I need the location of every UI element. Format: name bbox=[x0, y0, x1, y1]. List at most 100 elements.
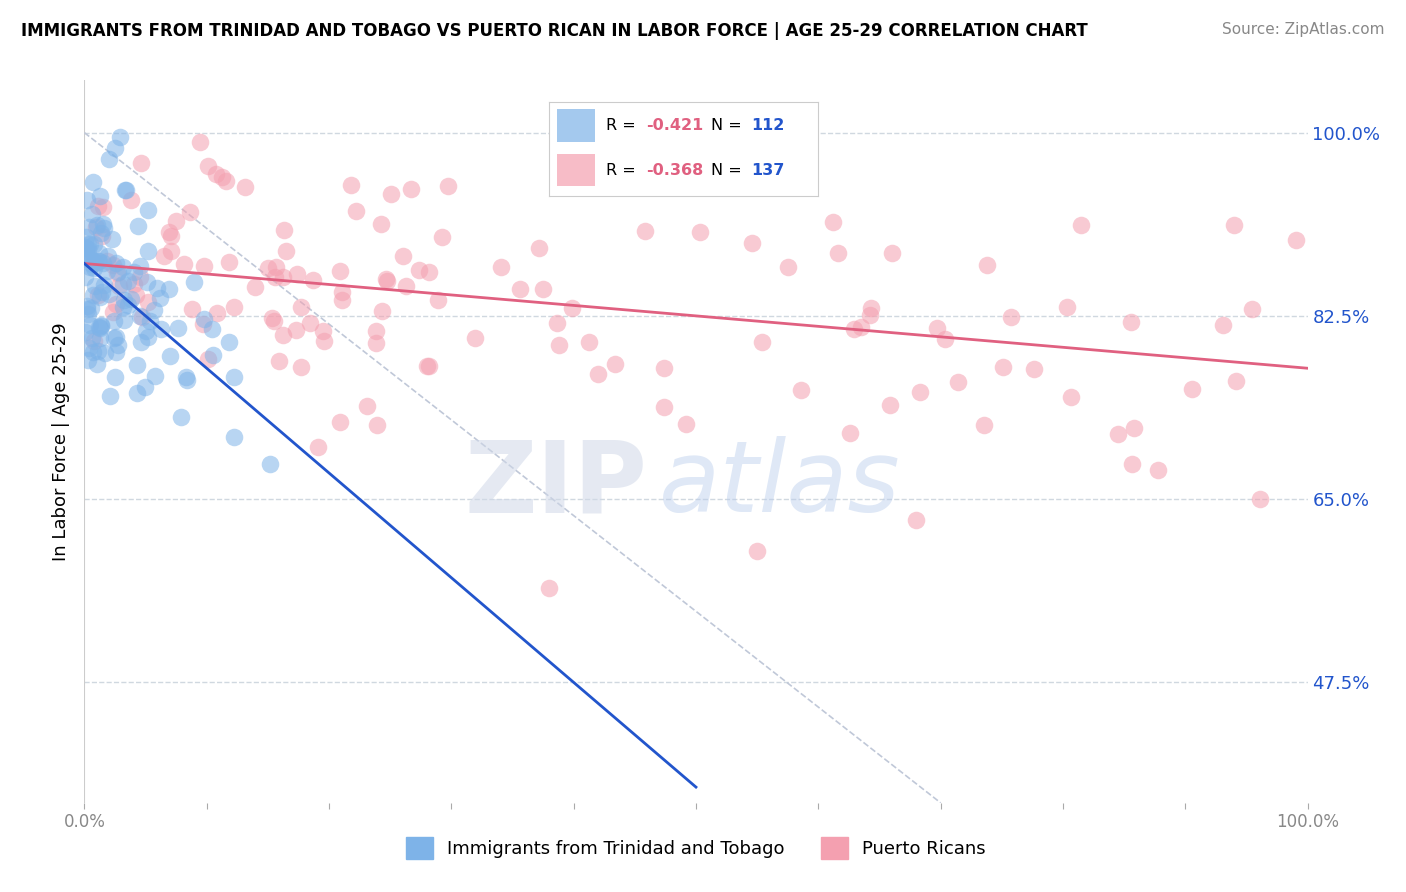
Point bbox=[860, 301, 883, 316]
Point bbox=[689, 225, 711, 239]
Point bbox=[548, 338, 571, 352]
Point bbox=[302, 273, 325, 287]
Point bbox=[129, 259, 152, 273]
Point bbox=[1121, 457, 1143, 471]
Point bbox=[224, 300, 246, 314]
Point bbox=[111, 301, 134, 315]
Point bbox=[129, 335, 152, 350]
Point bbox=[778, 260, 800, 274]
Point bbox=[654, 360, 676, 375]
Point bbox=[269, 353, 291, 368]
Point bbox=[91, 200, 114, 214]
Point bbox=[73, 326, 96, 340]
Point bbox=[89, 289, 111, 303]
Point bbox=[418, 359, 440, 373]
Point bbox=[366, 336, 388, 351]
Point bbox=[82, 175, 104, 189]
Point bbox=[464, 331, 486, 345]
Point bbox=[86, 218, 108, 232]
Point bbox=[80, 207, 103, 221]
Point bbox=[366, 324, 388, 338]
Point bbox=[94, 346, 117, 360]
Point bbox=[842, 322, 865, 336]
Point bbox=[112, 313, 135, 327]
Point bbox=[82, 345, 104, 359]
Point bbox=[139, 314, 162, 328]
Point bbox=[87, 288, 110, 302]
Point bbox=[191, 317, 214, 331]
Point bbox=[307, 441, 329, 455]
Point bbox=[934, 333, 956, 347]
Point bbox=[176, 369, 198, 384]
Point bbox=[87, 344, 110, 359]
Point bbox=[166, 320, 188, 334]
Point bbox=[89, 189, 111, 203]
Point bbox=[107, 265, 129, 279]
Text: IMMIGRANTS FROM TRINIDAD AND TOBAGO VS PUERTO RICAN IN LABOR FORCE | AGE 25-29 C: IMMIGRANTS FROM TRINIDAD AND TOBAGO VS P… bbox=[21, 22, 1088, 40]
Point bbox=[197, 351, 219, 366]
Text: Source: ZipAtlas.com: Source: ZipAtlas.com bbox=[1222, 22, 1385, 37]
Point bbox=[93, 221, 115, 235]
Point bbox=[851, 320, 873, 334]
Point bbox=[98, 152, 121, 166]
Point bbox=[312, 334, 335, 348]
Point bbox=[125, 386, 148, 401]
Point bbox=[75, 241, 97, 255]
Point bbox=[1070, 218, 1092, 232]
Point bbox=[370, 304, 392, 318]
Point bbox=[76, 302, 98, 317]
Point bbox=[115, 183, 138, 197]
Point bbox=[84, 256, 107, 270]
Point bbox=[83, 253, 105, 268]
Point bbox=[399, 181, 422, 195]
Point bbox=[82, 288, 104, 302]
Point bbox=[96, 253, 118, 268]
Point bbox=[179, 204, 201, 219]
Point bbox=[134, 380, 156, 394]
Point bbox=[259, 457, 281, 471]
Point bbox=[329, 264, 352, 278]
Legend: Immigrants from Trinidad and Tobago, Puerto Ricans: Immigrants from Trinidad and Tobago, Pue… bbox=[399, 830, 993, 866]
Point bbox=[202, 348, 225, 362]
Point bbox=[395, 279, 418, 293]
Point bbox=[366, 418, 388, 433]
Point bbox=[83, 334, 105, 348]
Point bbox=[290, 300, 312, 314]
Point bbox=[76, 299, 98, 313]
Point bbox=[193, 312, 215, 326]
Point bbox=[380, 186, 402, 201]
Point bbox=[152, 250, 174, 264]
Point bbox=[529, 241, 551, 255]
Point bbox=[218, 255, 240, 269]
Point bbox=[75, 230, 97, 244]
Point bbox=[285, 323, 308, 337]
Point bbox=[880, 245, 903, 260]
Point bbox=[105, 266, 128, 280]
Point bbox=[165, 213, 187, 227]
Point bbox=[948, 376, 970, 390]
Text: ZIP: ZIP bbox=[464, 436, 647, 533]
Point bbox=[330, 293, 353, 307]
Point bbox=[103, 331, 125, 345]
Point bbox=[131, 310, 153, 324]
Point bbox=[197, 159, 219, 173]
Point bbox=[370, 217, 392, 231]
Point bbox=[105, 345, 128, 359]
Point bbox=[183, 275, 205, 289]
Point bbox=[205, 305, 228, 319]
Point bbox=[76, 243, 98, 257]
Point bbox=[489, 260, 512, 274]
Point bbox=[271, 328, 294, 343]
Point bbox=[312, 324, 335, 338]
Point bbox=[329, 415, 352, 429]
Point bbox=[97, 249, 120, 263]
Point bbox=[1060, 390, 1083, 404]
Point bbox=[1241, 302, 1264, 317]
Point bbox=[634, 224, 657, 238]
Point bbox=[89, 254, 111, 268]
Point bbox=[908, 385, 931, 400]
Point bbox=[973, 417, 995, 432]
Point bbox=[416, 359, 439, 374]
Point bbox=[859, 308, 882, 322]
Point bbox=[77, 352, 100, 367]
